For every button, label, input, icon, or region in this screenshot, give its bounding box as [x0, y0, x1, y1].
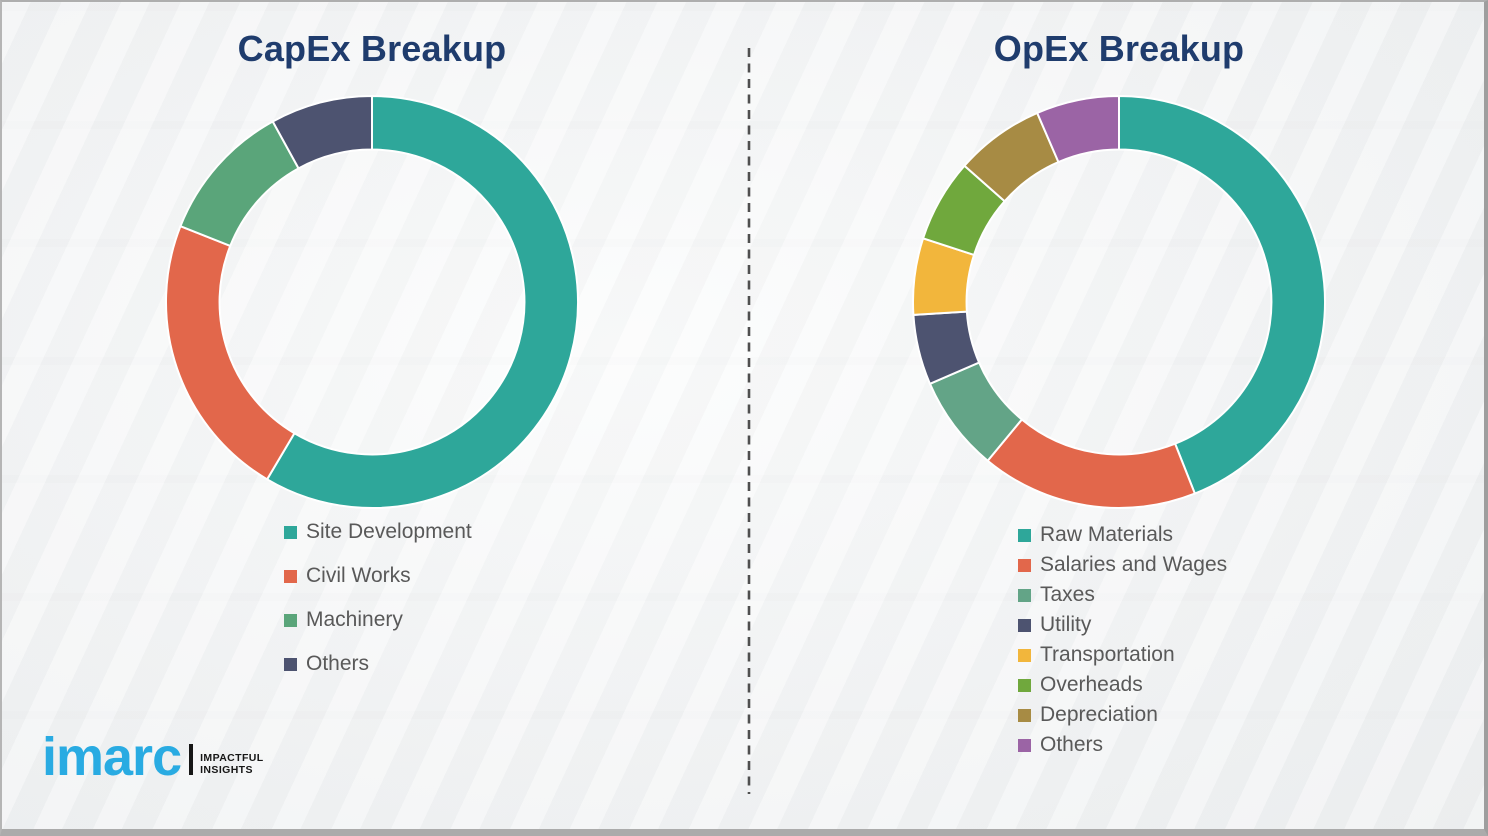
capex-chart-title: CapEx Breakup	[237, 28, 507, 69]
dashed-divider	[747, 48, 751, 794]
legend-label-utility: Utility	[1040, 613, 1092, 636]
donut-segment-salaries-and-wages	[986, 418, 1197, 509]
imarc-logo: imarc IMPACTFUL INSIGHTS	[42, 727, 264, 787]
legend-item-others: Others	[284, 642, 472, 686]
donut-segment-civil-works	[165, 224, 296, 481]
legend-label-raw-materials: Raw Materials	[1040, 523, 1174, 546]
legend-label-salaries-and-wages: Salaries and Wages	[1040, 553, 1228, 576]
legend-item-others: Others	[1018, 730, 1227, 760]
legend-label-overheads: Overheads	[1040, 673, 1143, 696]
legend-item-machinery: Machinery	[284, 598, 472, 642]
legend-swatch-salaries-and-wages	[1018, 558, 1031, 572]
legend-item-taxes: Taxes	[1018, 580, 1227, 610]
imarc-logo-wordmark: imarc	[42, 727, 182, 787]
legend-label-depreciation: Depreciation	[1040, 703, 1158, 726]
legend-label-civil-works: Civil Works	[306, 564, 411, 587]
capex-legend: Site Development Civil Works Machinery Othe…	[284, 510, 472, 686]
legend-label-transportation: Transportation	[1040, 643, 1175, 666]
legend-swatch-depreciation	[1018, 708, 1031, 722]
legend-swatch-utility	[1018, 618, 1031, 632]
donut-segment-site-development	[265, 94, 579, 509]
legend-swatch-transportation	[1018, 648, 1031, 662]
legend-label-others: Others	[306, 652, 370, 675]
legend-item-raw-materials: Raw Materials	[1018, 520, 1227, 550]
legend-item-transportation: Transportation	[1018, 640, 1227, 670]
legend-item-overheads: Overheads	[1018, 670, 1227, 700]
capex-donut-chart	[165, 94, 579, 509]
legend-swatch-civil-works	[284, 569, 297, 583]
legend-label-site-development: Site Development	[306, 520, 472, 543]
legend-label-machinery: Machinery	[306, 608, 403, 631]
legend-swatch-taxes	[1018, 588, 1031, 602]
legend-item-site-development: Site Development	[284, 510, 472, 554]
legend-item-utility: Utility	[1018, 610, 1227, 640]
tagline-line-1: IMPACTFUL	[200, 752, 264, 765]
legend-item-civil-works: Civil Works	[284, 554, 472, 598]
legend-swatch-site-development	[284, 525, 297, 539]
legend-swatch-others	[1018, 738, 1031, 752]
imarc-logo-tagline: IMPACTFUL INSIGHTS	[200, 752, 263, 779]
donut-segment-others	[271, 94, 373, 170]
legend-swatch-overheads	[1018, 678, 1031, 692]
legend-label-taxes: Taxes	[1040, 583, 1095, 606]
donut-segment-raw-materials	[1118, 94, 1326, 495]
opex-chart-title: OpEx Breakup	[993, 28, 1245, 69]
opex-legend: Raw Materials Salaries and Wages Taxes Util…	[1018, 520, 1227, 760]
legend-swatch-raw-materials	[1018, 528, 1031, 542]
legend-swatch-machinery	[284, 613, 297, 627]
opex-donut-chart	[912, 94, 1326, 509]
legend-item-depreciation: Depreciation	[1018, 700, 1227, 730]
donut-segment-others	[1035, 94, 1120, 164]
donut-segment-machinery	[179, 120, 300, 248]
legend-swatch-others	[284, 657, 297, 671]
tagline-line-2: INSIGHTS	[200, 764, 253, 777]
imarc-logo-divider-bar	[189, 744, 194, 776]
legend-label-others: Others	[1040, 733, 1104, 756]
legend-item-salaries-and-wages: Salaries and Wages	[1018, 550, 1227, 580]
